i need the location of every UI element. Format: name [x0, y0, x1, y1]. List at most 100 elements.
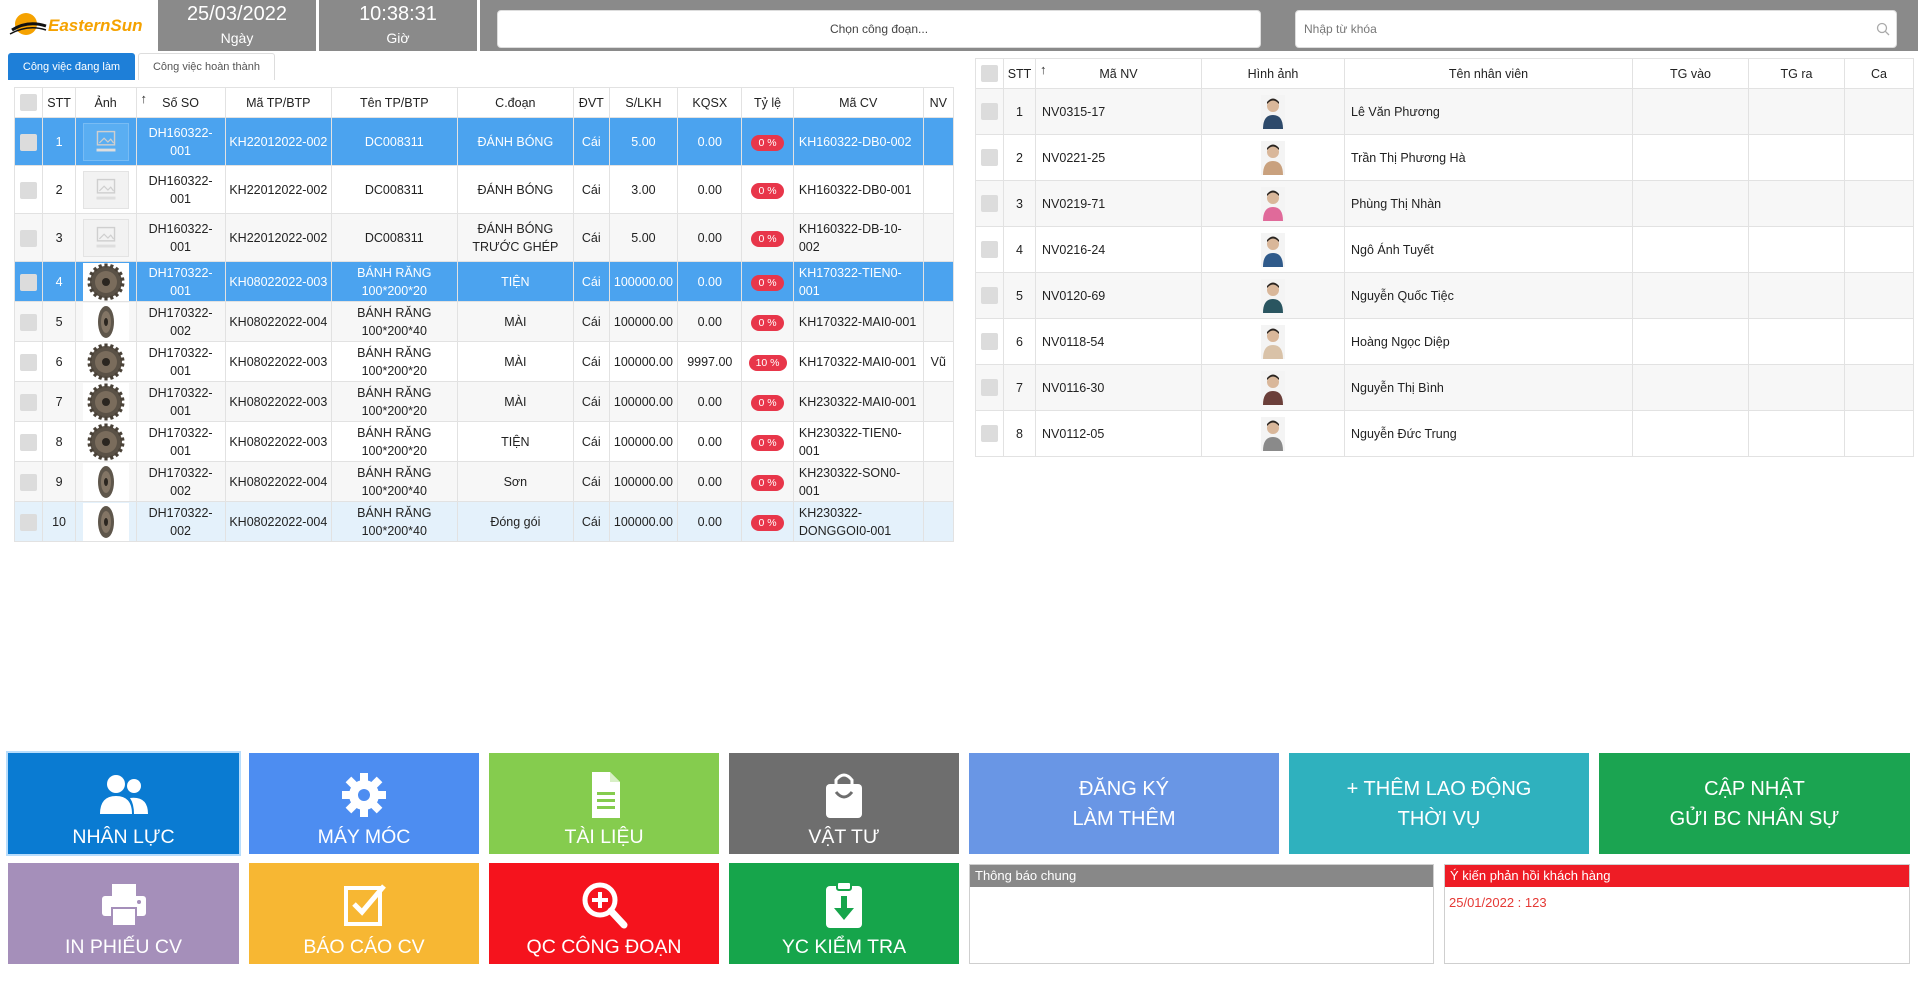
yc-kiem-tra-button[interactable]: YC KIỂM TRA: [729, 863, 959, 964]
bao-cao-cv-button[interactable]: BÁO CÁO CV: [249, 863, 479, 964]
employee-row[interactable]: 1 NV0315-17 Lê Văn Phương: [975, 88, 1914, 135]
employee-row[interactable]: 6 NV0118-54 Hoàng Ngọc Diệp: [975, 318, 1914, 365]
emp-col-photo[interactable]: Hình ảnh: [1201, 58, 1345, 89]
emp-cell-ca: [1844, 318, 1914, 365]
col-ma-tp[interactable]: Mã TP/BTP: [224, 87, 333, 118]
them-lao-dong-button[interactable]: + THÊM LAO ĐỘNG THỜI VỤ: [1289, 753, 1589, 854]
stage-select[interactable]: Chọn công đoạn...: [497, 10, 1261, 48]
table-row[interactable]: 2 DH160322-001 KH22012022-002 DC008311 ĐÁNH …: [13, 165, 955, 214]
col-cdoan[interactable]: C.đoạn: [456, 87, 575, 118]
employee-row[interactable]: 5 NV0120-69 Nguyễn Quốc Tiệc: [975, 272, 1914, 319]
emp-col-tg-vao[interactable]: TG vào: [1632, 58, 1749, 89]
row-checkbox[interactable]: [13, 341, 44, 382]
may-moc-button[interactable]: MÁY MÓC: [249, 753, 479, 854]
employee-row[interactable]: 8 NV0112-05 Nguyễn Đức Trung: [975, 410, 1914, 457]
emp-col-name[interactable]: Tên nhân viên: [1344, 58, 1633, 89]
emp-cell-stt: 8: [1003, 410, 1036, 457]
row-checkbox[interactable]: [13, 213, 44, 262]
cell-ten-tp: BÁNH RĂNG 100*200*20: [331, 261, 458, 302]
employee-photo: [1261, 232, 1285, 267]
in-phieu-cv-button[interactable]: IN PHIẾU CV: [8, 863, 239, 964]
col-ma-cv[interactable]: Mã CV: [792, 87, 924, 118]
cell-kqsx: 0.00: [677, 261, 743, 302]
cell-ma-cv: KH160322-DB-10-002: [792, 213, 924, 262]
jobs-table-header: STT Ảnh ↑ Số SO Mã TP/BTP Tên TP/BTP C.đo…: [13, 87, 955, 118]
cell-ma-cv: KH230322-DONGGOI0-001: [792, 501, 924, 542]
emp-row-checkbox[interactable]: [975, 226, 1004, 273]
row-checkbox[interactable]: [13, 117, 44, 166]
tai-lieu-button[interactable]: TÀI LIỆU: [489, 753, 719, 854]
cell-slkh: 5.00: [608, 213, 679, 262]
col-so[interactable]: ↑ Số SO: [135, 87, 226, 118]
table-row[interactable]: 3 DH160322-001 KH22012022-002 DC008311 ĐÁNH …: [13, 213, 955, 262]
them-ld-line1: + THÊM LAO ĐỘNG: [1346, 777, 1532, 800]
search-input[interactable]: [1302, 21, 1870, 37]
employee-row[interactable]: 4 NV0216-24 Ngô Ánh Tuyết: [975, 226, 1914, 273]
emp-row-checkbox[interactable]: [975, 272, 1004, 319]
table-row[interactable]: 5 DH170322-002 KH08022022-004 BÁNH RĂNG 100…: [13, 301, 955, 342]
nhan-luc-button[interactable]: NHÂN LỰC: [8, 753, 239, 854]
general-notice-panel: Thông báo chung: [969, 864, 1434, 964]
sort-up-icon[interactable]: ↑: [1040, 62, 1047, 77]
vat-tu-button[interactable]: VẬT TƯ: [729, 753, 959, 854]
emp-col-ca[interactable]: Ca: [1844, 58, 1914, 89]
cell-so: DH170322-001: [135, 341, 226, 382]
dang-ky-lam-them-button[interactable]: ĐĂNG KÝ LÀM THÊM: [969, 753, 1279, 854]
table-row[interactable]: 1 DH160322-001 KH22012022-002 DC008311 ĐÁNH …: [13, 117, 955, 166]
row-checkbox[interactable]: [13, 165, 44, 214]
table-row[interactable]: 8 DH170322-001 KH08022022-003 BÁNH RĂNG 100…: [13, 421, 955, 462]
row-checkbox[interactable]: [13, 261, 44, 302]
employee-row[interactable]: 3 NV0219-71 Phùng Thị Nhàn: [975, 180, 1914, 227]
col-slkh[interactable]: S/LKH: [608, 87, 679, 118]
emp-row-checkbox[interactable]: [975, 134, 1004, 181]
table-row[interactable]: 7 DH170322-001 KH08022022-003 BÁNH RĂNG 100…: [13, 381, 955, 422]
emp-col-tg-ra[interactable]: TG ra: [1748, 58, 1845, 89]
emp-col-ma-nv[interactable]: ↑ Mã NV: [1035, 58, 1202, 89]
eastern-sun-logo: EasternSun: [8, 8, 158, 42]
qc-cong-doan-button[interactable]: QC CÔNG ĐOẠN: [489, 863, 719, 964]
table-row[interactable]: 6 DH170322-001 KH08022022-003 BÁNH RĂNG 100…: [13, 341, 955, 382]
employee-row[interactable]: 2 NV0221-25 Trần Thị Phương Hà: [975, 134, 1914, 181]
emp-row-checkbox[interactable]: [975, 410, 1004, 457]
col-image[interactable]: Ảnh: [74, 87, 137, 118]
sort-up-icon[interactable]: ↑: [140, 91, 148, 106]
ratio-badge: 0 %: [751, 230, 784, 247]
select-all-checkbox[interactable]: [13, 87, 44, 118]
time-label: Giờ: [386, 30, 410, 46]
employee-row[interactable]: 7 NV0116-30 Nguyễn Thị Bình: [975, 364, 1914, 411]
col-nv[interactable]: NV: [922, 87, 955, 118]
col-ty-le[interactable]: Tỷ lệ: [741, 87, 794, 118]
gear-icon: [342, 773, 386, 817]
row-checkbox[interactable]: [13, 381, 44, 422]
emp-row-checkbox[interactable]: [975, 318, 1004, 365]
emp-row-checkbox[interactable]: [975, 88, 1004, 135]
tab-completed[interactable]: Công việc hoàn thành: [138, 53, 275, 80]
table-row[interactable]: 9 DH170322-002 KH08022022-004 BÁNH RĂNG 100…: [13, 461, 955, 502]
col-dvt[interactable]: ĐVT: [573, 87, 610, 118]
emp-cell-ca: [1844, 226, 1914, 273]
col-ten-tp[interactable]: Tên TP/BTP: [331, 87, 458, 118]
row-checkbox[interactable]: [13, 501, 44, 542]
search-icon[interactable]: [1870, 16, 1896, 42]
emp-row-checkbox[interactable]: [975, 180, 1004, 227]
search-field[interactable]: [1295, 10, 1897, 48]
cap-nhat-bc-button[interactable]: CẬP NHẬT GỬI BC NHÂN SỰ: [1599, 753, 1910, 854]
no-image-placeholder: [82, 170, 129, 209]
row-checkbox[interactable]: [13, 461, 44, 502]
cell-ma-cv: KH160322-DB0-001: [792, 165, 924, 214]
row-checkbox[interactable]: [13, 301, 44, 342]
emp-select-all-checkbox[interactable]: [975, 58, 1004, 89]
employee-photo: [1261, 94, 1285, 129]
cell-ma-cv: KH170322-MAI0-001: [792, 301, 924, 342]
gear-product-image: [82, 262, 129, 301]
emp-col-stt[interactable]: STT: [1003, 58, 1036, 89]
tab-in-progress[interactable]: Công việc đang làm: [8, 53, 135, 80]
cell-cdoan: ĐÁNH BÓNG: [456, 117, 575, 166]
col-stt[interactable]: STT: [42, 87, 76, 118]
table-row[interactable]: 10 DH170322-002 KH08022022-004 BÁNH RĂNG 10…: [13, 501, 955, 542]
emp-row-checkbox[interactable]: [975, 364, 1004, 411]
col-kqsx[interactable]: KQSX: [677, 87, 743, 118]
stage-select-placeholder: Chọn công đoạn...: [829, 22, 929, 36]
row-checkbox[interactable]: [13, 421, 44, 462]
table-row[interactable]: 4 DH170322-001 KH08022022-003 BÁNH RĂNG 100…: [13, 261, 955, 302]
